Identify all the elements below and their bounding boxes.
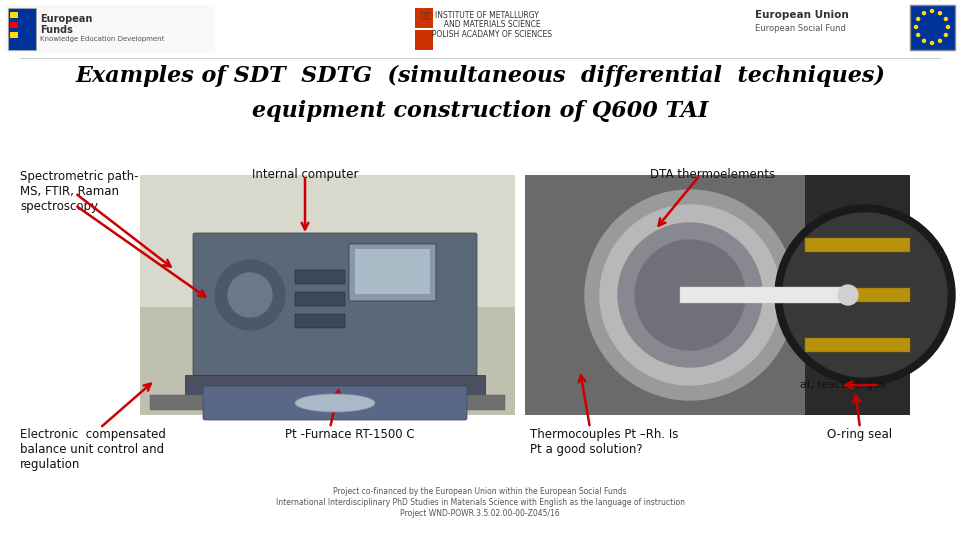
Bar — [415, 30, 433, 50]
Circle shape — [923, 39, 925, 42]
Text: European Social Fund: European Social Fund — [755, 24, 846, 33]
Circle shape — [939, 39, 942, 42]
Ellipse shape — [295, 394, 375, 412]
Circle shape — [930, 10, 933, 12]
Text: European Union: European Union — [755, 10, 849, 20]
Circle shape — [917, 17, 920, 21]
Bar — [140, 175, 515, 415]
Circle shape — [585, 190, 795, 400]
FancyBboxPatch shape — [349, 244, 436, 301]
Circle shape — [635, 240, 745, 350]
Bar — [805, 175, 910, 415]
Text: POLISH ACADAMY OF SCIENCES: POLISH ACADAMY OF SCIENCES — [408, 30, 552, 39]
Circle shape — [923, 12, 925, 15]
Bar — [5, 5, 215, 53]
Text: Project co-financed by the European Union within the European Social Funds: Project co-financed by the European Unio… — [333, 487, 627, 496]
Circle shape — [915, 25, 918, 29]
Text: DTA thermoelements: DTA thermoelements — [650, 168, 775, 181]
Bar — [910, 5, 955, 50]
Text: Thermocouples Pt –Rh. Is
Pt a good solution?: Thermocouples Pt –Rh. Is Pt a good solut… — [530, 428, 679, 456]
Bar — [8, 8, 36, 50]
FancyBboxPatch shape — [355, 249, 430, 294]
Bar — [525, 175, 910, 415]
Text: Funds: Funds — [40, 25, 73, 35]
Text: Project WND-POWR.3.5.02.00-00-Z045/16: Project WND-POWR.3.5.02.00-00-Z045/16 — [400, 509, 560, 518]
Circle shape — [618, 223, 762, 367]
Text: AND MATERIALS SCIENCE: AND MATERIALS SCIENCE — [420, 20, 540, 29]
Bar — [805, 288, 910, 302]
Circle shape — [930, 42, 933, 44]
Bar — [805, 338, 910, 352]
Circle shape — [939, 12, 942, 15]
Circle shape — [228, 273, 272, 317]
Bar — [10, 22, 18, 28]
Text: O-ring seal: O-ring seal — [828, 428, 893, 441]
Text: Internal computer: Internal computer — [252, 168, 358, 181]
Circle shape — [600, 205, 780, 385]
Circle shape — [917, 33, 920, 37]
Text: Knowledge Education Development: Knowledge Education Development — [40, 36, 164, 42]
Circle shape — [947, 25, 949, 29]
Bar — [10, 32, 18, 38]
Bar — [295, 314, 345, 328]
Bar — [525, 175, 910, 415]
Bar — [140, 307, 515, 415]
Text: Electronic  compensated
balance unit control and
regulation: Electronic compensated balance unit cont… — [20, 428, 166, 471]
FancyBboxPatch shape — [193, 233, 477, 382]
Text: Spectrometric path-
MS, FTIR, Raman
spectroscopy: Spectrometric path- MS, FTIR, Raman spec… — [20, 170, 138, 213]
Circle shape — [783, 213, 947, 377]
Text: International Interdisciplinary PhD Studies in Materials Science with English as: International Interdisciplinary PhD Stud… — [276, 498, 684, 507]
Circle shape — [775, 205, 955, 385]
Bar — [10, 12, 18, 18]
Bar — [295, 292, 345, 306]
Bar — [295, 270, 345, 284]
Bar — [680, 287, 853, 303]
Text: equipment construction of Q600 TAI: equipment construction of Q600 TAI — [252, 100, 708, 122]
Text: al, reactive gas: al, reactive gas — [800, 380, 885, 390]
Bar — [140, 175, 515, 307]
Text: Pt -Furnace RT-1500 C: Pt -Furnace RT-1500 C — [285, 428, 415, 441]
FancyBboxPatch shape — [203, 386, 467, 420]
Circle shape — [838, 285, 858, 305]
Bar — [805, 238, 910, 252]
Circle shape — [215, 260, 285, 330]
Bar — [150, 395, 505, 410]
Text: ⬛⬛  INSTITUTE OF METALLURGY: ⬛⬛ INSTITUTE OF METALLURGY — [421, 10, 539, 19]
Bar — [185, 375, 485, 395]
Circle shape — [945, 17, 948, 21]
Text: Examples of SDT  SDTG  (simultaneous  differential  techniques): Examples of SDT SDTG (simultaneous diffe… — [75, 65, 885, 87]
Bar — [415, 8, 433, 28]
Circle shape — [945, 33, 948, 37]
Text: European: European — [40, 14, 92, 24]
